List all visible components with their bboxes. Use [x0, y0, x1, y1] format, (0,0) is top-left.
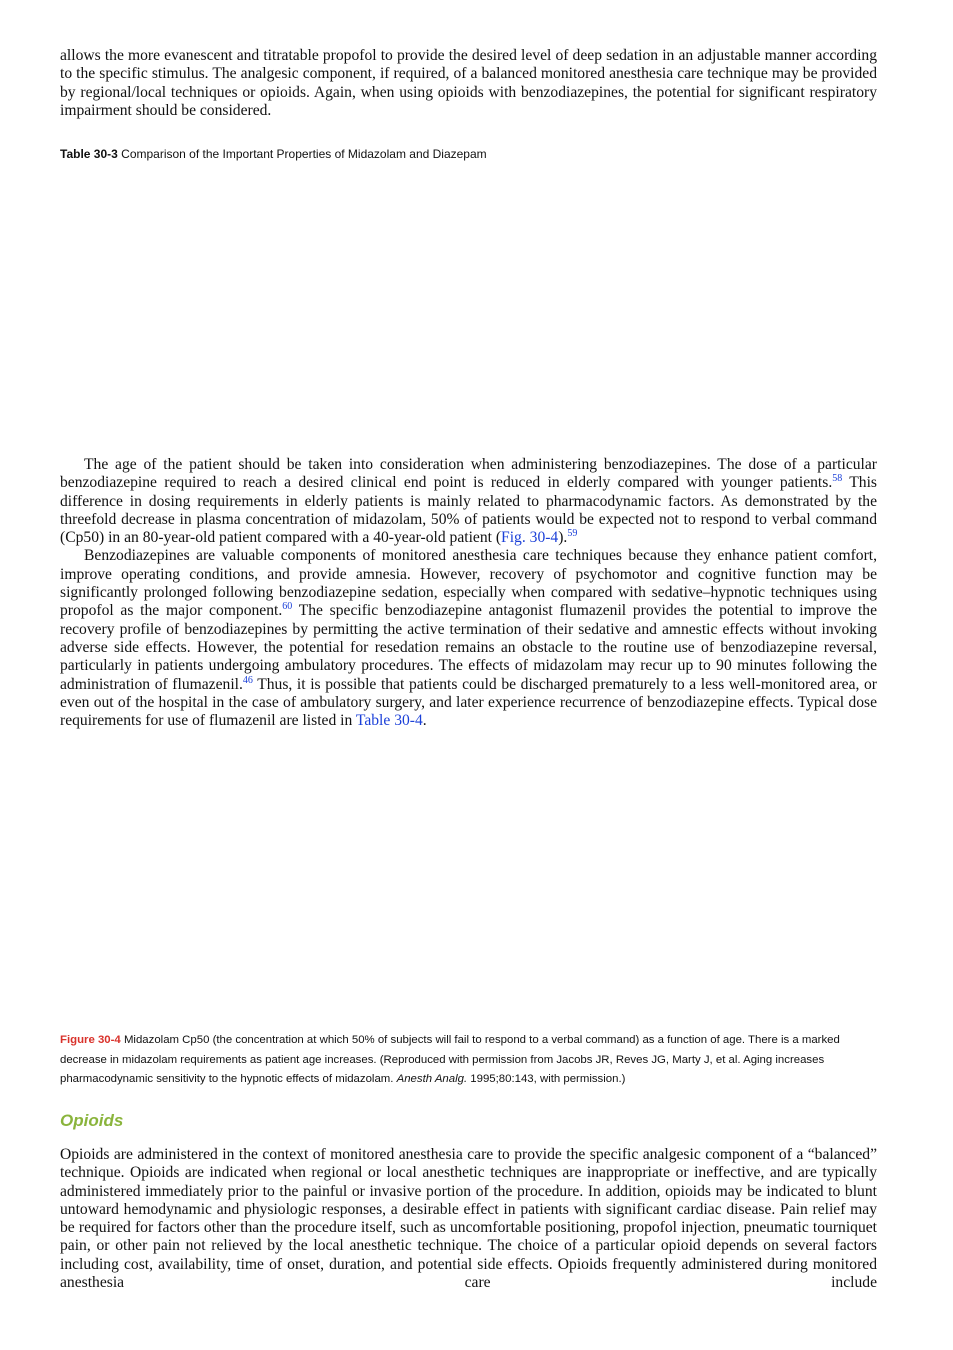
text: 1995;80:143, with permission.) — [467, 1073, 626, 1085]
body-text: The age of the patient should be taken i… — [60, 456, 877, 730]
figure-link[interactable]: Fig. 30-4 — [501, 529, 559, 547]
section-heading: Opioids — [60, 1111, 124, 1130]
reference[interactable]: 58 — [832, 473, 843, 485]
table-caption: Table 30-3 Comparison of the Important P… — [60, 147, 877, 161]
section-paragraph: Opioids are administered in the context … — [60, 1146, 877, 1292]
table-caption-text: Comparison of the Important Properties o… — [117, 147, 487, 161]
text: Midazolam Cp50 (the concentration at whi… — [60, 1034, 840, 1085]
figure-label: Figure 30-4 — [60, 1034, 121, 1046]
reference[interactable]: 60 — [282, 601, 293, 613]
figure-caption: Figure 30-4 Midazolam Cp50 (the concentr… — [60, 1031, 877, 1090]
journal: Anesth Analg. — [396, 1073, 468, 1085]
table-label: Table 30-3 — [60, 147, 118, 161]
paragraph: The age of the patient should be taken i… — [60, 456, 877, 547]
text: The age of the patient should be taken i… — [60, 456, 877, 492]
text: The specific benzodiazepine antagonist f… — [60, 602, 877, 693]
paragraph: Benzodiazepines are valuable components … — [60, 547, 877, 730]
text: . — [422, 712, 427, 730]
reference[interactable]: 46 — [242, 674, 253, 686]
reference[interactable]: 59 — [567, 528, 578, 539]
text: This difference in dosing requirements i… — [60, 474, 877, 547]
text: ). — [558, 529, 568, 547]
text: Thus, it is possible that patients could… — [60, 675, 877, 730]
intro-paragraph: allows the more evanescent and titratabl… — [60, 47, 877, 119]
text: Benzodiazepines are valuable components … — [60, 547, 877, 620]
table-link[interactable]: Table 30-4 — [355, 712, 423, 730]
